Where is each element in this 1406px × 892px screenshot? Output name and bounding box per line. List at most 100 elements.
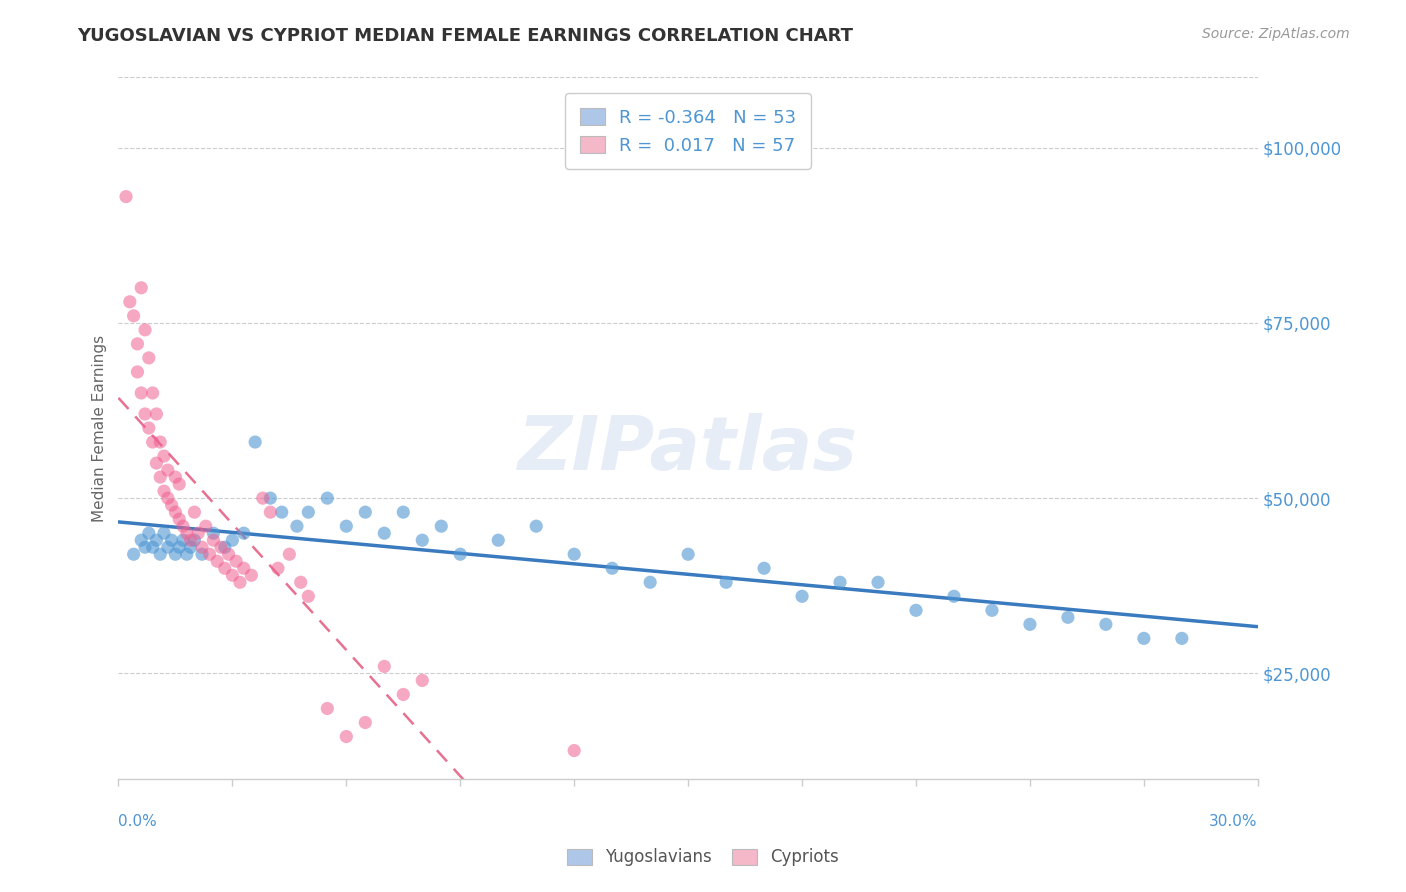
Point bbox=[129, 281, 152, 295]
Point bbox=[259, 491, 281, 505]
Text: Source: ZipAtlas.com: Source: ZipAtlas.com bbox=[1202, 27, 1350, 41]
Point bbox=[165, 505, 187, 519]
Point bbox=[297, 589, 319, 603]
Point bbox=[183, 533, 205, 548]
Point bbox=[129, 386, 152, 401]
Text: 0.0%: 0.0% bbox=[118, 814, 157, 829]
Point bbox=[122, 309, 145, 323]
Point bbox=[297, 505, 319, 519]
Point bbox=[638, 575, 661, 590]
Point bbox=[127, 337, 149, 351]
Point bbox=[153, 484, 176, 499]
Point bbox=[134, 323, 156, 337]
Point bbox=[167, 477, 190, 491]
Point bbox=[229, 575, 252, 590]
Point bbox=[165, 547, 187, 561]
Point bbox=[278, 547, 301, 561]
Point bbox=[194, 519, 217, 533]
Point bbox=[122, 547, 145, 561]
Point bbox=[149, 470, 172, 484]
Point bbox=[183, 505, 205, 519]
Point bbox=[524, 519, 547, 533]
Point bbox=[134, 540, 156, 554]
Point bbox=[129, 533, 152, 548]
Point bbox=[191, 547, 214, 561]
Point bbox=[160, 498, 183, 512]
Point bbox=[411, 673, 433, 688]
Point bbox=[943, 589, 966, 603]
Text: ZIPatlas: ZIPatlas bbox=[519, 413, 858, 485]
Point bbox=[449, 547, 471, 561]
Point bbox=[149, 547, 172, 561]
Point bbox=[115, 189, 138, 203]
Text: 30.0%: 30.0% bbox=[1209, 814, 1258, 829]
Text: YUGOSLAVIAN VS CYPRIOT MEDIAN FEMALE EARNINGS CORRELATION CHART: YUGOSLAVIAN VS CYPRIOT MEDIAN FEMALE EAR… bbox=[77, 27, 853, 45]
Point bbox=[335, 519, 357, 533]
Point bbox=[430, 519, 453, 533]
Point bbox=[232, 526, 254, 541]
Legend: Yugoslavians, Cypriots: Yugoslavians, Cypriots bbox=[560, 842, 846, 873]
Point bbox=[218, 547, 240, 561]
Point bbox=[176, 547, 198, 561]
Point bbox=[373, 659, 395, 673]
Point bbox=[138, 421, 160, 435]
Point bbox=[232, 561, 254, 575]
Point bbox=[354, 715, 377, 730]
Point bbox=[392, 688, 415, 702]
Point bbox=[243, 435, 266, 450]
Point bbox=[221, 533, 243, 548]
Point bbox=[180, 540, 202, 554]
Point bbox=[1133, 632, 1156, 646]
Point bbox=[145, 456, 167, 470]
Y-axis label: Median Female Earnings: Median Female Earnings bbox=[93, 334, 107, 522]
Point bbox=[167, 512, 190, 526]
Point bbox=[252, 491, 274, 505]
Point bbox=[145, 407, 167, 421]
Point bbox=[392, 505, 415, 519]
Point bbox=[191, 540, 214, 554]
Point bbox=[981, 603, 1004, 617]
Point bbox=[187, 526, 209, 541]
Point bbox=[142, 435, 165, 450]
Point bbox=[267, 561, 290, 575]
Point bbox=[149, 435, 172, 450]
Point bbox=[156, 463, 179, 477]
Point bbox=[138, 351, 160, 365]
Point bbox=[1019, 617, 1042, 632]
Point bbox=[153, 449, 176, 463]
Point bbox=[752, 561, 775, 575]
Point bbox=[214, 540, 236, 554]
Point bbox=[167, 540, 190, 554]
Point bbox=[138, 526, 160, 541]
Point bbox=[562, 743, 585, 757]
Point bbox=[221, 568, 243, 582]
Point bbox=[209, 540, 232, 554]
Point bbox=[316, 491, 339, 505]
Point bbox=[676, 547, 699, 561]
Point bbox=[790, 589, 813, 603]
Legend: R = -0.364   N = 53, R =  0.017   N = 57: R = -0.364 N = 53, R = 0.017 N = 57 bbox=[565, 94, 811, 169]
Point bbox=[828, 575, 851, 590]
Point bbox=[904, 603, 927, 617]
Point bbox=[127, 365, 149, 379]
Point bbox=[172, 533, 194, 548]
Point bbox=[354, 505, 377, 519]
Point bbox=[156, 491, 179, 505]
Point bbox=[866, 575, 889, 590]
Point bbox=[153, 526, 176, 541]
Point bbox=[290, 575, 312, 590]
Point bbox=[214, 561, 236, 575]
Point bbox=[180, 533, 202, 548]
Point bbox=[562, 547, 585, 561]
Point bbox=[145, 533, 167, 548]
Point bbox=[202, 526, 225, 541]
Point bbox=[172, 519, 194, 533]
Point bbox=[134, 407, 156, 421]
Point bbox=[1057, 610, 1080, 624]
Point bbox=[373, 526, 395, 541]
Point bbox=[1171, 632, 1194, 646]
Point bbox=[205, 554, 228, 568]
Point bbox=[202, 533, 225, 548]
Point bbox=[411, 533, 433, 548]
Point bbox=[165, 470, 187, 484]
